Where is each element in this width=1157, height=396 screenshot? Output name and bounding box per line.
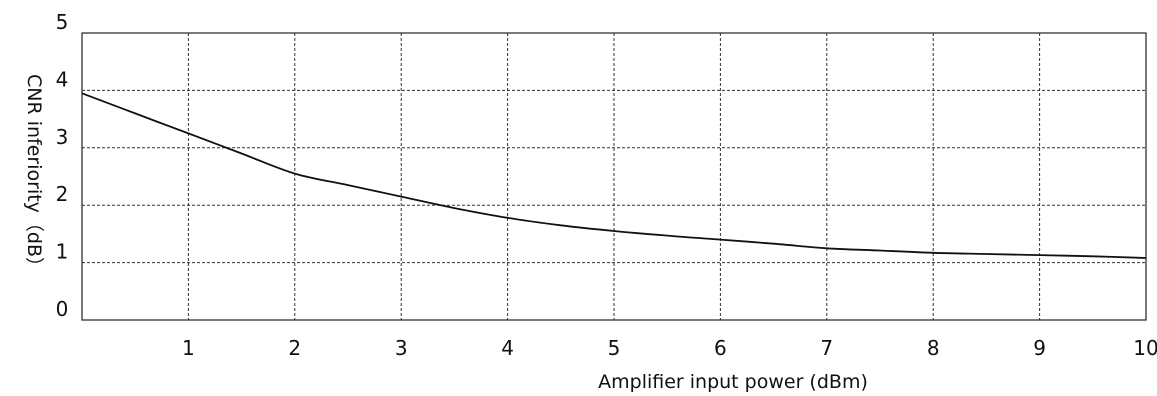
x-tick-label: 6: [714, 336, 727, 360]
series-layer: [81, 92, 1147, 259]
x-axis-label: Amplifier input power (dBm): [598, 371, 868, 393]
y-tick-label: 3: [56, 125, 69, 149]
x-tick-label: 5: [608, 336, 621, 360]
plot-frame: [81, 32, 1147, 321]
x-tick-label: 7: [820, 336, 833, 360]
y-axis-label: CNR inferiority（dB）: [23, 74, 45, 276]
y-tick-labels: 0 1 2 3 4 5: [56, 10, 69, 321]
x-tick-label: 9: [1033, 336, 1046, 360]
grid-lines: [82, 33, 1146, 320]
y-tick-label: 1: [56, 240, 69, 264]
y-tick-label: 2: [56, 182, 69, 206]
x-tick-label: 10: [1133, 336, 1157, 360]
x-tick-label: 3: [395, 336, 408, 360]
x-tick-label: 1: [182, 336, 195, 360]
x-tick-label: 8: [927, 336, 940, 360]
x-tick-label: 2: [288, 336, 301, 360]
y-tick-label: 0: [56, 297, 69, 321]
x-tick-labels: 1 2 3 4 5 6 7 8 9 10: [182, 336, 1157, 360]
x-tick-label: 4: [501, 336, 514, 360]
y-tick-label: 4: [56, 67, 69, 91]
y-tick-label: 5: [56, 10, 69, 34]
series-line: [81, 92, 1147, 259]
